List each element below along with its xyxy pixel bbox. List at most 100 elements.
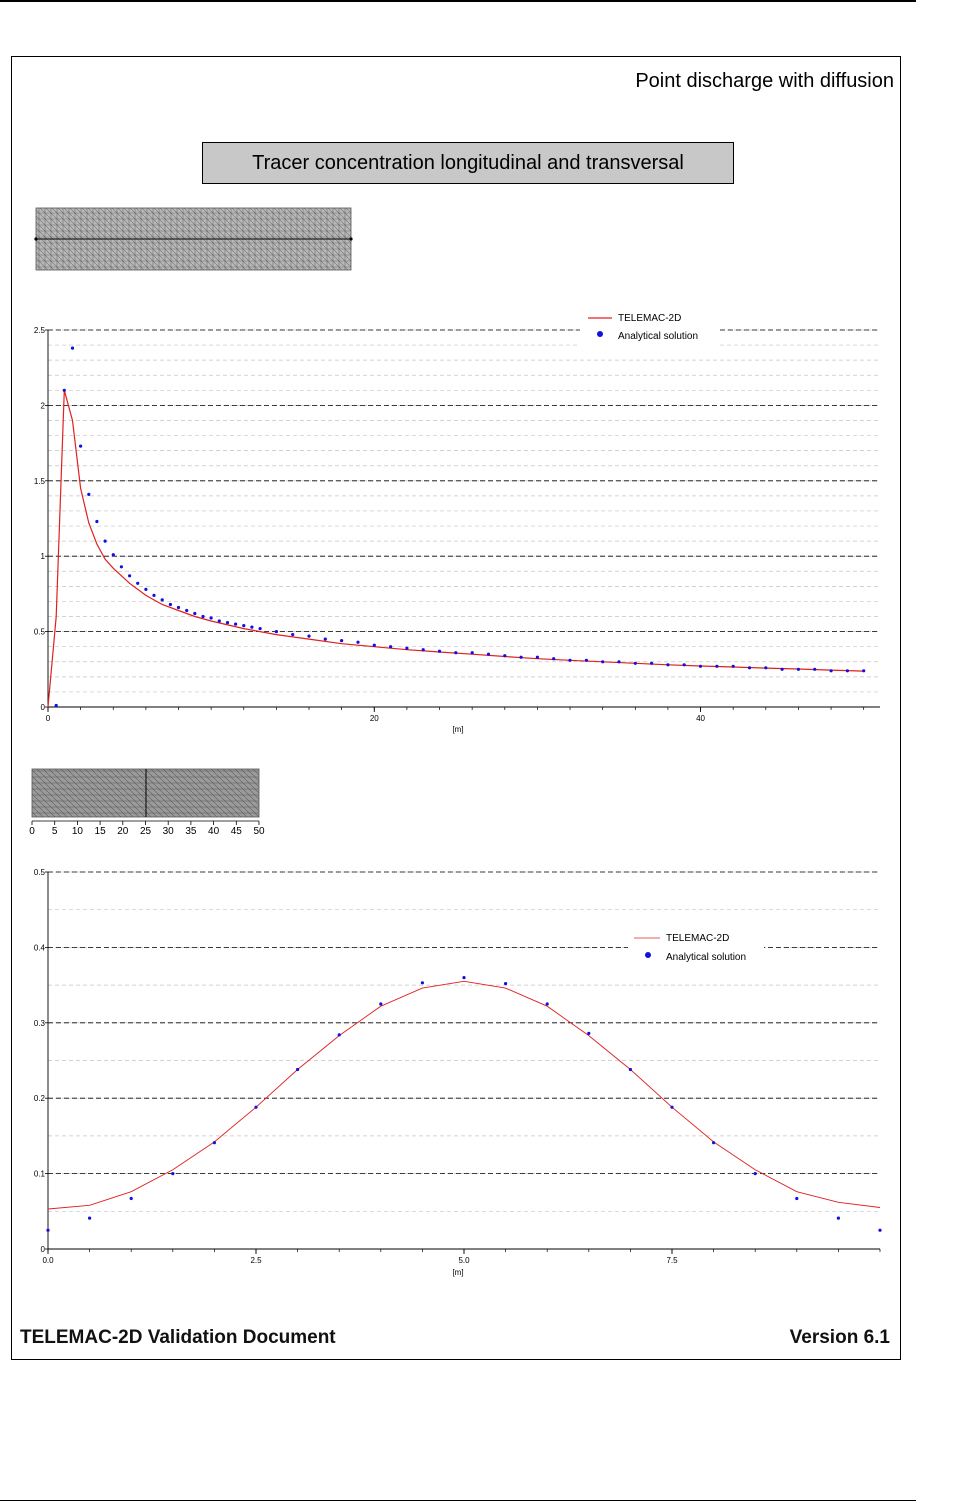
analytical-point [519, 655, 523, 659]
analytical-point [234, 622, 238, 626]
analytical-point [862, 669, 866, 673]
analytical-point [185, 608, 189, 613]
x-tick-label: 7.5 [666, 1256, 678, 1265]
analytical-point [54, 703, 58, 708]
analytical-point [628, 1067, 633, 1072]
analytical-point [829, 669, 833, 673]
analytical-point [171, 1172, 175, 1176]
legend-label-telemac: TELEMAC-2D [666, 933, 729, 944]
analytical-point [209, 616, 213, 620]
telemac-line [47, 980, 881, 1210]
y-tick-label: 1.5 [34, 477, 46, 486]
analytical-point [340, 639, 344, 643]
analytical-point [535, 655, 540, 659]
mesh-tick-label: 25 [140, 826, 152, 837]
x-tick-label: 0 [46, 714, 51, 723]
analytical-point [568, 658, 572, 662]
analytical-point [88, 1216, 92, 1220]
analytical-point [405, 646, 409, 650]
analytical-point [504, 982, 508, 986]
analytical-point [462, 976, 466, 980]
legend-point-swatch [597, 331, 603, 337]
analytical-point [217, 619, 221, 623]
x-axis-label-transversal: [m] [452, 1268, 463, 1277]
mesh-tick-label: 40 [208, 826, 220, 837]
y-tick-label: 0.2 [34, 1094, 46, 1103]
legend-point-swatch [645, 952, 651, 958]
analytical-point [70, 346, 75, 350]
analytical-point [650, 661, 654, 665]
analytical-point [129, 1196, 133, 1201]
mesh-tick-label: 5 [52, 826, 58, 837]
analytical-point [111, 553, 115, 557]
analytical-point [291, 633, 295, 637]
analytical-point [160, 598, 164, 602]
page-title: Point discharge with diffusion [635, 70, 894, 92]
mesh-tick-label: 50 [253, 826, 265, 837]
analytical-point [62, 388, 66, 392]
mesh-strip-2: 0 5 10 15 20 25 30 35 40 45 50 [29, 768, 265, 837]
analytical-point [420, 981, 424, 985]
analytical-point [212, 1141, 216, 1145]
analytical-point [250, 625, 254, 629]
y-tick-label: 0.3 [34, 1019, 46, 1028]
y-tick-label: 1 [41, 552, 46, 561]
analytical-point [670, 1105, 674, 1109]
analytical-point [242, 624, 246, 628]
analytical-point [356, 640, 360, 644]
analytical-point [323, 637, 327, 641]
analytical-point [87, 492, 91, 496]
analytical-point [617, 660, 621, 664]
analytical-point [79, 444, 83, 448]
footer-version: Version 6.1 [789, 1327, 890, 1348]
analytical-point [258, 627, 262, 631]
x-tick-label: 40 [696, 714, 705, 723]
analytical-point [601, 660, 605, 664]
analytical-point [666, 663, 670, 667]
analytical-point [633, 661, 637, 665]
y-tick-label: 0.4 [34, 943, 46, 952]
analytical-point [486, 652, 491, 656]
analytical-point [307, 634, 311, 638]
analytical-point [372, 643, 376, 647]
legend-label-analytical: Analytical solution [618, 331, 698, 342]
footer-document-name: TELEMAC-2D Validation Document [20, 1327, 336, 1348]
mesh-tick-label: 10 [72, 826, 84, 837]
y-tick-label: 0 [41, 1245, 46, 1254]
analytical-point [545, 1002, 549, 1006]
analytical-point [584, 658, 589, 662]
analytical-point [682, 663, 686, 667]
analytical-point [753, 1172, 757, 1176]
analytical-point [152, 593, 156, 598]
analytical-point [119, 565, 123, 569]
analytical-point [764, 666, 768, 670]
analytical-point [796, 667, 801, 671]
y-tick-label: 2.5 [34, 326, 46, 335]
analytical-point [470, 651, 474, 655]
analytical-point [552, 657, 556, 661]
mesh-strip-1 [34, 207, 353, 271]
analytical-point [845, 669, 850, 673]
chart-longitudinal: 0 0.5 1 1.5 2 2.5 0 20 40 TELEMAC-2D Analytical … [34, 312, 880, 734]
analytical-point [878, 1228, 882, 1232]
analytical-point [193, 611, 197, 616]
analytical-point [712, 1141, 716, 1145]
legend-label-analytical: Analytical solution [666, 952, 746, 963]
analytical-point [254, 1105, 258, 1109]
analytical-point [836, 1216, 841, 1220]
analytical-point [813, 667, 817, 671]
mesh-tick-label: 20 [117, 826, 129, 837]
analytical-point [587, 1031, 591, 1035]
legend-transversal: TELEMAC-2D Analytical solution [628, 932, 764, 968]
analytical-point [168, 602, 172, 607]
analytical-point [389, 645, 393, 649]
mesh-tick-label: 35 [185, 826, 197, 837]
analytical-point [698, 664, 703, 668]
analytical-point [201, 614, 205, 619]
analytical-point [225, 621, 230, 625]
y-tick-label: 0.1 [34, 1170, 46, 1179]
analytical-point [421, 648, 425, 652]
x-tick-label: 0.0 [42, 1256, 54, 1265]
legend-label-telemac: TELEMAC-2D [618, 313, 681, 324]
